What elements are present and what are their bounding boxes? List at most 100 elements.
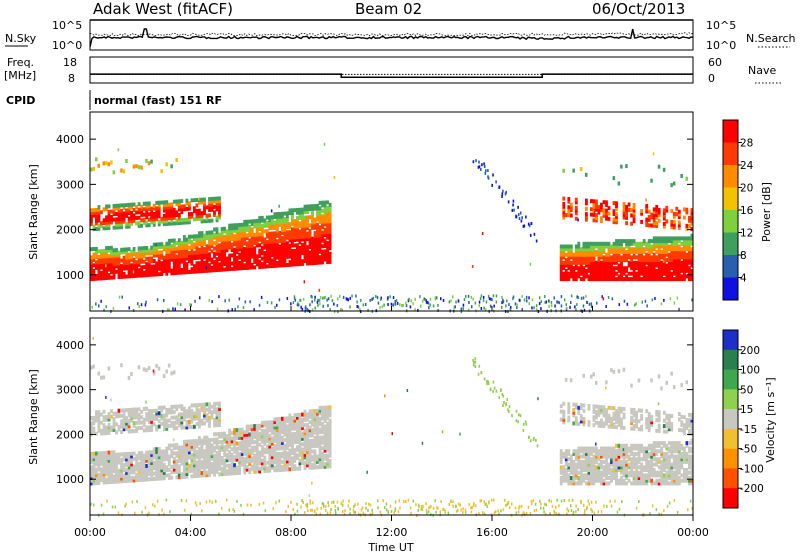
range-cell	[97, 410, 101, 415]
range-cell	[140, 456, 144, 461]
range-cell	[296, 431, 299, 436]
range-cell	[176, 302, 179, 306]
range-cell	[132, 429, 136, 434]
range-cell	[311, 465, 314, 470]
range-cell	[220, 248, 224, 253]
range-cell	[167, 459, 171, 464]
range-cell	[331, 501, 333, 504]
range-cell	[281, 219, 284, 224]
range-cell	[142, 246, 146, 251]
range-cell	[248, 260, 252, 265]
range-cell	[167, 263, 171, 268]
range-cell	[268, 458, 272, 462]
range-cell	[245, 424, 249, 429]
range-cell	[248, 443, 252, 448]
range-cell	[130, 255, 134, 260]
range-cell	[597, 263, 601, 268]
range-cell	[688, 216, 691, 220]
range-cell	[165, 252, 169, 257]
range-cell	[117, 427, 121, 432]
range-cell	[625, 255, 629, 260]
range-cell	[160, 216, 164, 221]
range-cell	[170, 470, 174, 475]
range-cell	[321, 238, 324, 243]
range-cell	[145, 458, 149, 463]
range-cell	[198, 463, 201, 467]
range-cell	[175, 404, 179, 409]
range-cell	[155, 269, 159, 274]
range-cell	[198, 413, 201, 418]
range-cell	[224, 299, 226, 303]
range-cell	[564, 274, 568, 279]
range-cell	[245, 448, 249, 453]
range-cell	[205, 244, 209, 249]
range-cell	[328, 227, 332, 232]
range-cell	[155, 411, 159, 416]
range-cell	[627, 249, 631, 254]
range-cell	[177, 448, 181, 453]
range-cell	[683, 260, 686, 265]
range-cell	[645, 209, 649, 214]
range-cell	[185, 240, 189, 245]
range-cell	[688, 266, 691, 271]
range-cell	[569, 205, 573, 210]
range-cell	[250, 265, 254, 270]
range-cell	[120, 457, 124, 462]
range-cell	[610, 266, 613, 271]
range-cell	[670, 247, 674, 252]
range-cell	[576, 295, 578, 299]
range-cell	[208, 265, 211, 270]
range-cell	[278, 427, 282, 432]
range-cell	[160, 457, 164, 462]
range-cell	[308, 425, 312, 430]
range-cell	[95, 255, 98, 259]
range-cell	[587, 277, 591, 282]
range-cell	[690, 252, 694, 257]
range-cell	[103, 308, 105, 312]
range-cell	[316, 419, 319, 424]
range-cell	[155, 209, 159, 214]
range-cell	[437, 308, 439, 312]
range-cell	[203, 402, 206, 407]
range-cell	[281, 430, 284, 435]
range-cell	[265, 248, 269, 253]
range-cell	[655, 236, 659, 241]
range-cell	[311, 261, 314, 266]
range-cell	[150, 474, 154, 479]
range-cell	[683, 207, 686, 212]
range-cell	[468, 308, 470, 312]
range-cell	[559, 260, 563, 265]
range-cell	[183, 450, 186, 455]
range-cell	[218, 415, 221, 419]
range-cell	[248, 252, 252, 257]
range-cell	[137, 426, 141, 431]
range-cell	[198, 239, 201, 244]
range-cell	[112, 411, 116, 416]
range-cell	[248, 454, 252, 458]
range-cell	[632, 219, 636, 224]
range-cell	[233, 236, 237, 241]
range-cell	[95, 459, 98, 464]
range-cell	[422, 504, 424, 508]
range-cell	[595, 249, 598, 254]
range-cell	[265, 444, 269, 449]
range-cell	[175, 249, 179, 254]
range-cell	[162, 247, 166, 252]
range-cell	[205, 413, 209, 418]
range-cell	[612, 241, 616, 246]
range-cell	[602, 208, 606, 213]
range-cell	[321, 255, 324, 259]
range-cell	[268, 220, 272, 225]
range-cell	[326, 205, 330, 210]
range-cell	[595, 207, 598, 212]
range-cell	[592, 263, 596, 268]
range-cell	[208, 462, 211, 467]
range-cell	[293, 415, 297, 420]
range-cell	[592, 266, 596, 271]
range-cell	[582, 244, 586, 249]
range-cell	[253, 432, 257, 437]
range-cell	[270, 436, 274, 441]
range-cell	[562, 255, 566, 260]
range-cell	[253, 259, 257, 264]
range-cell	[595, 218, 598, 223]
